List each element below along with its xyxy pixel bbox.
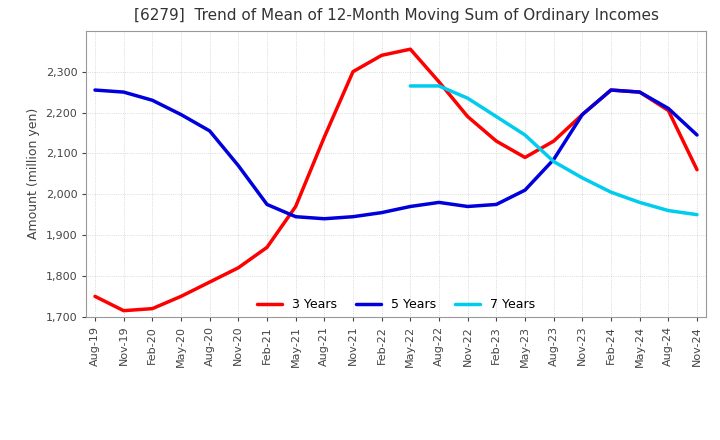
5 Years [578,112,587,117]
3 Years [578,112,587,117]
3 Years [205,279,214,285]
3 Years [176,294,185,299]
7 Years [492,114,500,119]
Line: 7 Years: 7 Years [410,86,697,215]
5 Years [120,89,128,95]
Legend: 3 Years, 5 Years, 7 Years: 3 Years, 5 Years, 7 Years [252,293,540,316]
5 Years [464,204,472,209]
7 Years [664,208,672,213]
7 Years [578,175,587,180]
7 Years [435,83,444,88]
7 Years [693,212,701,217]
3 Years [292,204,300,209]
3 Years [521,155,529,160]
3 Years [406,47,415,52]
5 Years [377,210,386,215]
5 Years [521,187,529,193]
3 Years [148,306,157,311]
5 Years [492,202,500,207]
3 Years [234,265,243,271]
3 Years [120,308,128,313]
5 Years [406,204,415,209]
7 Years [549,159,558,164]
5 Years [292,214,300,219]
3 Years [320,134,328,139]
3 Years [348,69,357,74]
5 Years [176,112,185,117]
3 Years [435,79,444,84]
3 Years [664,108,672,113]
7 Years [635,200,644,205]
5 Years [435,200,444,205]
7 Years [464,95,472,101]
3 Years [635,89,644,95]
7 Years [406,83,415,88]
5 Years [664,106,672,111]
3 Years [693,167,701,172]
5 Years [607,88,616,93]
3 Years [607,88,616,93]
3 Years [91,294,99,299]
Line: 5 Years: 5 Years [95,90,697,219]
5 Years [348,214,357,219]
5 Years [635,89,644,95]
3 Years [263,245,271,250]
5 Years [549,157,558,162]
5 Years [693,132,701,138]
7 Years [607,190,616,195]
5 Years [205,128,214,133]
5 Years [263,202,271,207]
5 Years [320,216,328,221]
Y-axis label: Amount (million yen): Amount (million yen) [27,108,40,239]
5 Years [91,88,99,93]
3 Years [492,139,500,144]
5 Years [234,163,243,168]
7 Years [521,132,529,138]
Line: 3 Years: 3 Years [95,49,697,311]
5 Years [148,98,157,103]
Title: [6279]  Trend of Mean of 12-Month Moving Sum of Ordinary Incomes: [6279] Trend of Mean of 12-Month Moving … [133,7,659,23]
3 Years [464,114,472,119]
3 Years [549,139,558,144]
3 Years [377,53,386,58]
